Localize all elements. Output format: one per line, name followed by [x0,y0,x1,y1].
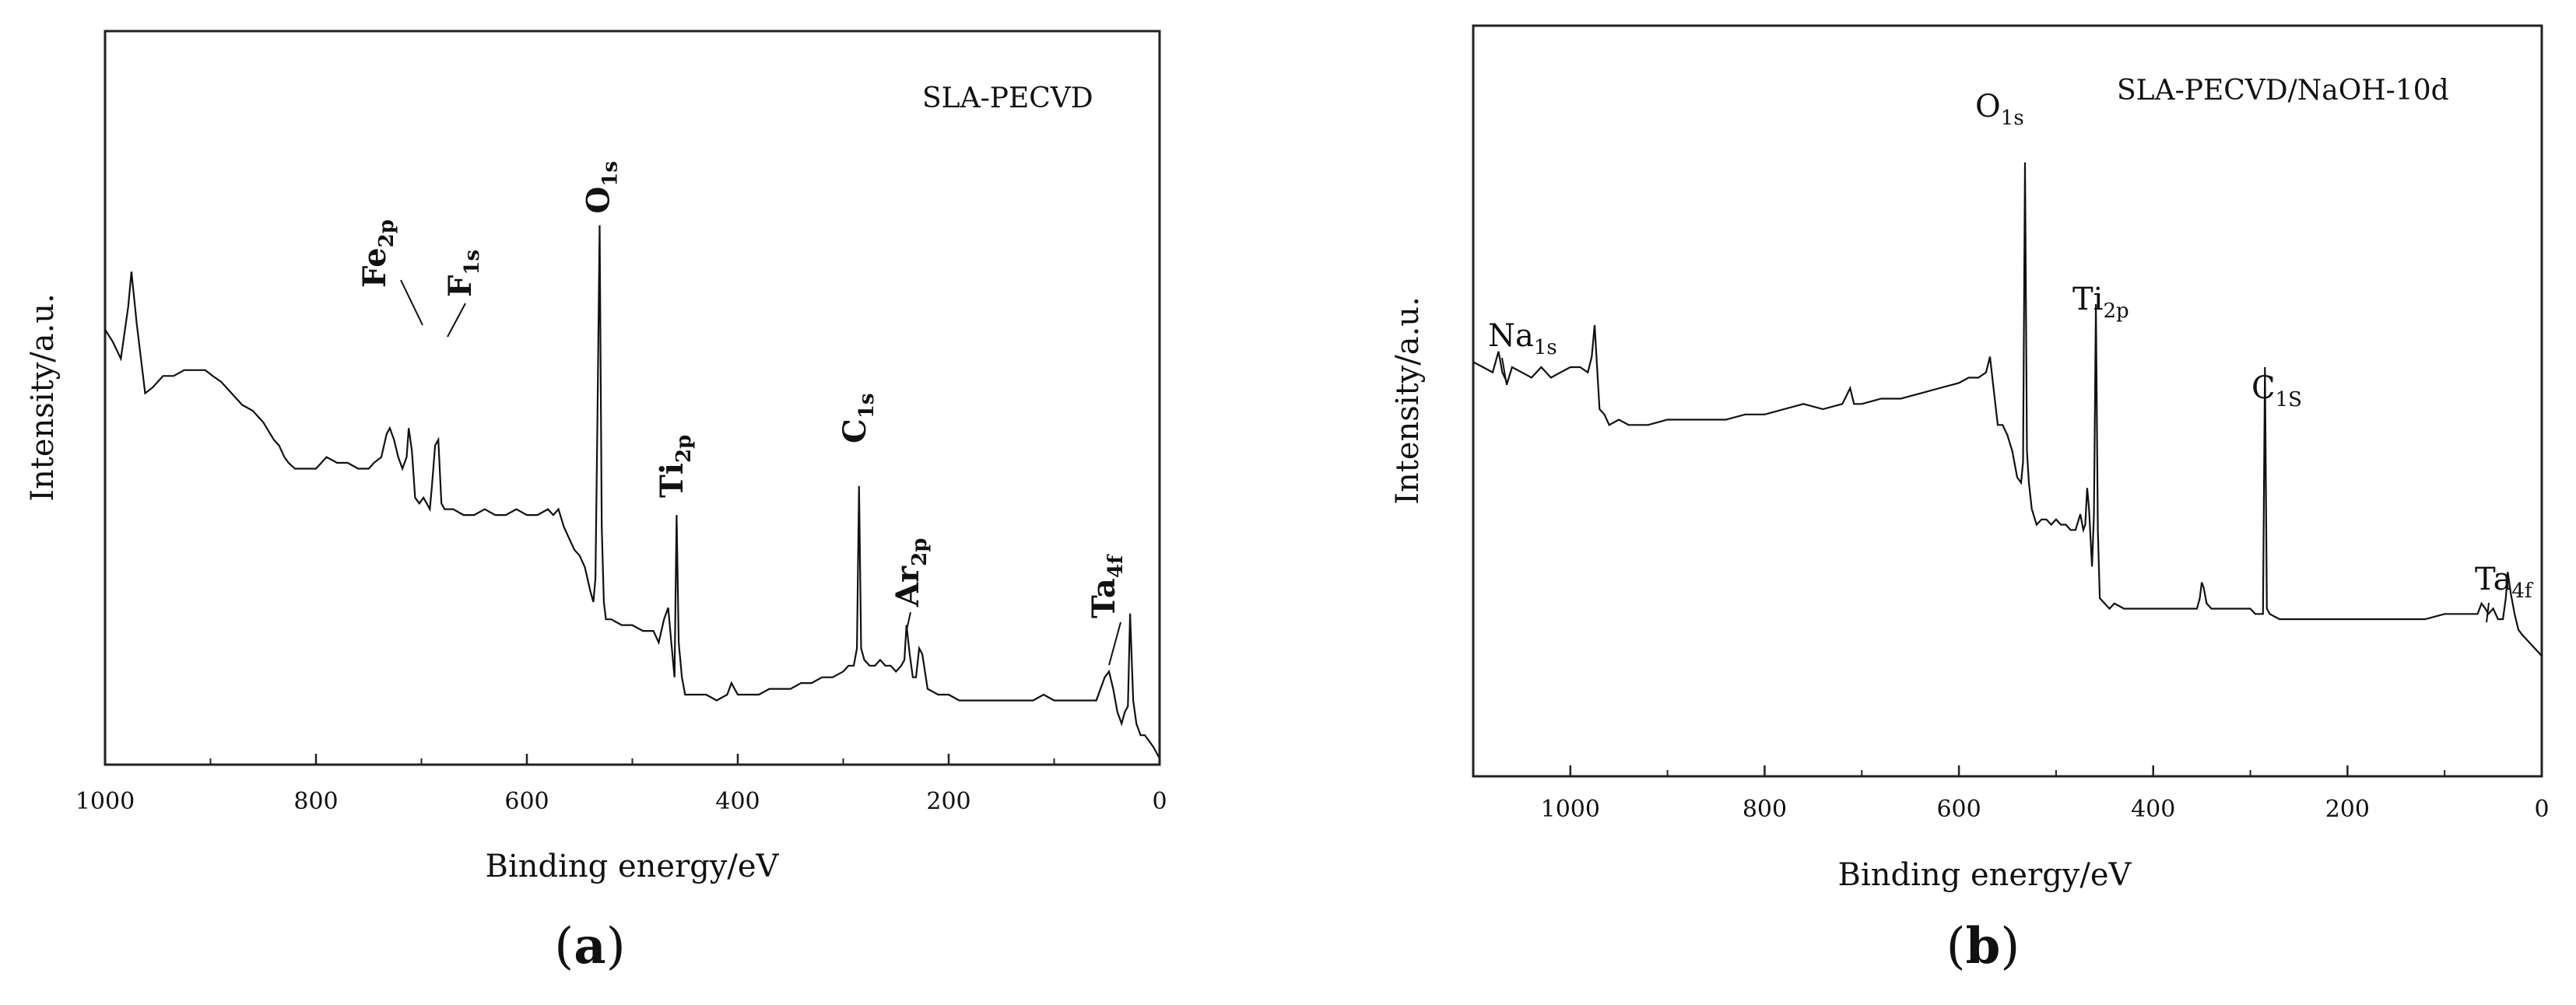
spectrum-line [104,225,1160,759]
y-axis-title: Intensity/a.u. [1390,296,1426,505]
peak-label-ta4f: Ta4f [1086,554,1128,618]
peak-label-fe2p: Fe2p [356,219,398,288]
peak-leader-line [1108,622,1121,666]
x-axis-ticks: 1000 800 600 400 200 0 [75,754,1167,815]
peak-label-o1s: O1s [580,161,622,214]
peak-label-ti2p: Ti2p [2072,282,2129,323]
plot-frame [104,30,1161,766]
x-tick-label: 0 [1152,788,1167,815]
panel-name-label: SLA-PECVD/NaOH-10d [2117,75,2449,107]
peak-label-f1s: F1s [442,250,484,297]
x-tick-label: 800 [1742,796,1787,823]
peak-leader-line [1501,357,1507,386]
panel-name-label: SLA-PECVD [922,82,1093,114]
peak-label-ar2p: Ar2p [890,538,932,608]
peak-label-ta4f: Ta4f [2475,562,2534,603]
peak-leader-line [906,611,911,631]
peak-label-c1s: C1s [837,393,879,443]
peak-leader-line [447,303,466,338]
panel-caption: (b) [1946,917,2020,975]
peak-labels: O1s Fe2p F1s Ti2p C1s Ar2p Ta4f [356,161,1128,666]
panel-b: 1000 800 600 400 200 0 O1s Na1s Ti2p C1S Ta4f SLA… [1390,24,2550,975]
x-axis-title: Binding energy/eV [486,849,780,884]
peak-label-o1s: O1s [1975,89,2024,130]
x-axis-title: Binding energy/eV [1838,857,2132,893]
peak-leader-line [400,279,423,326]
peak-label-na1s: Na1s [1488,318,1557,359]
panel-a: 1000 800 600 400 200 0 O1s Fe2p F1s Ti2p C1s Ar2p T… [25,30,1167,975]
x-tick-label: 400 [715,788,760,815]
peak-label-ti2p: Ti2p [654,435,696,498]
x-tick-label: 400 [2131,796,2175,823]
x-axis-ticks: 1000 800 600 400 200 0 [1541,765,2550,823]
x-tick-label: 0 [2534,796,2549,823]
spectrum-line [1472,162,2543,657]
peak-labels: O1s Na1s Ti2p C1S Ta4f [1488,89,2534,623]
x-tick-label: 200 [926,788,970,815]
x-tick-label: 600 [1936,796,1981,823]
y-axis-title: Intensity/a.u. [25,293,61,502]
x-tick-label: 600 [504,788,549,815]
x-tick-label: 1000 [75,788,135,815]
plot-frame [1472,24,2543,778]
peak-leader-line [2486,602,2490,623]
x-tick-label: 800 [293,788,338,815]
panel-caption: (a) [554,917,625,975]
peak-label-c1s: C1S [2251,370,2302,411]
x-tick-label: 200 [2325,796,2370,823]
x-tick-label: 1000 [1541,796,1600,823]
